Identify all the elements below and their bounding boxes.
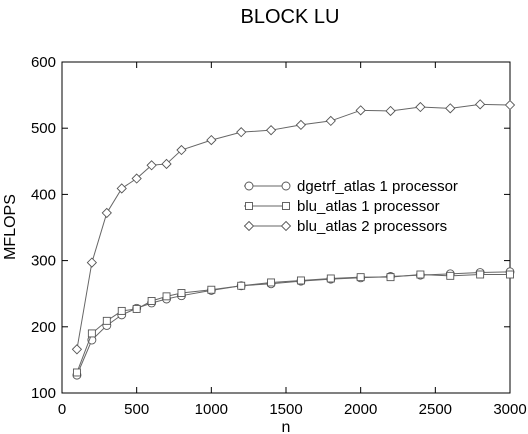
y-axis-label: MFLOPS xyxy=(2,194,19,260)
data-point-diamond xyxy=(146,160,157,171)
data-point-diamond xyxy=(385,105,396,117)
y-tick-label: 200 xyxy=(31,319,56,336)
data-point-diamond xyxy=(415,101,426,113)
legend-label: blu_atlas 1 processor xyxy=(297,198,440,215)
y-tick-label: 500 xyxy=(31,120,56,137)
data-point-diamond xyxy=(265,125,277,136)
data-point-square xyxy=(326,274,335,283)
data-point-diamond xyxy=(176,144,187,156)
data-point-square xyxy=(102,316,111,325)
data-point-diamond xyxy=(474,99,486,110)
data-point-diamond xyxy=(295,119,307,131)
legend-marker-square xyxy=(245,202,253,210)
data-point-square xyxy=(416,270,425,279)
data-point-diamond xyxy=(445,103,456,114)
chart-title: BLOCK LU xyxy=(241,6,340,28)
legend-label: blu_atlas 2 processors xyxy=(297,218,447,235)
legend-item: blu_atlas 2 processors xyxy=(243,218,447,235)
x-tick-label: 500 xyxy=(124,401,149,418)
legend-marker-circle xyxy=(281,181,291,191)
y-tick-label: 100 xyxy=(31,385,56,402)
data-point-diamond xyxy=(504,99,516,111)
x-axis-label: n xyxy=(282,419,291,434)
data-point-diamond xyxy=(86,257,98,268)
legend: dgetrf_atlas 1 processor blu_atlas 1 proc… xyxy=(243,178,458,235)
data-point-square xyxy=(117,306,126,315)
legend-marker-diamond xyxy=(280,220,292,232)
y-tick-label: 300 xyxy=(31,253,56,270)
x-tick-label: 2000 xyxy=(344,401,377,418)
data-point-square xyxy=(386,273,395,282)
data-point-diamond xyxy=(325,115,336,127)
data-point-square xyxy=(356,273,365,282)
data-point-square xyxy=(267,278,276,287)
x-tick-label: 2500 xyxy=(419,401,452,418)
data-point-square xyxy=(177,289,186,297)
series-line xyxy=(76,271,511,376)
data-point-diamond xyxy=(101,207,112,219)
x-tick-label: 0 xyxy=(58,401,66,418)
data-point-square xyxy=(476,270,485,279)
series-diamond xyxy=(71,99,516,355)
series-line xyxy=(76,274,510,373)
y-tick-label: 400 xyxy=(31,186,56,203)
data-point-square xyxy=(87,329,96,338)
data-point-square xyxy=(237,281,246,290)
series-layer xyxy=(71,99,516,380)
x-tick-label: 3000 xyxy=(493,401,526,418)
data-point-square xyxy=(147,297,156,305)
legend-item: blu_atlas 1 processor xyxy=(244,198,440,215)
data-point-square xyxy=(207,285,216,294)
x-tick-label: 1500 xyxy=(269,401,302,418)
data-point-diamond xyxy=(131,173,142,184)
legend-item: dgetrf_atlas 1 processor xyxy=(244,178,458,195)
data-point-diamond xyxy=(236,127,247,138)
data-point-diamond xyxy=(206,134,217,146)
legend-label: dgetrf_atlas 1 processor xyxy=(297,178,458,195)
data-point-square xyxy=(296,276,305,285)
data-point-square xyxy=(446,271,455,280)
legend-marker-circle xyxy=(244,181,254,191)
data-point-diamond xyxy=(71,344,83,355)
x-tick-label: 1000 xyxy=(195,401,228,418)
data-point-diamond xyxy=(161,158,172,170)
data-point-square xyxy=(506,270,514,279)
legend-marker-diamond xyxy=(243,220,255,232)
data-point-square xyxy=(132,304,141,313)
series-square xyxy=(72,270,514,377)
data-point-diamond xyxy=(355,105,366,116)
legend-marker-square xyxy=(282,202,290,210)
x-axis: 0 500 1000 1500 2000 2500 3000 xyxy=(58,62,527,418)
y-tick-label: 600 xyxy=(31,54,56,71)
data-point-square xyxy=(162,292,171,301)
data-point-diamond xyxy=(116,183,127,194)
series-circle xyxy=(72,267,515,380)
y-axis: 100 200 300 400 500 600 xyxy=(31,54,510,402)
data-point-square xyxy=(72,368,81,377)
